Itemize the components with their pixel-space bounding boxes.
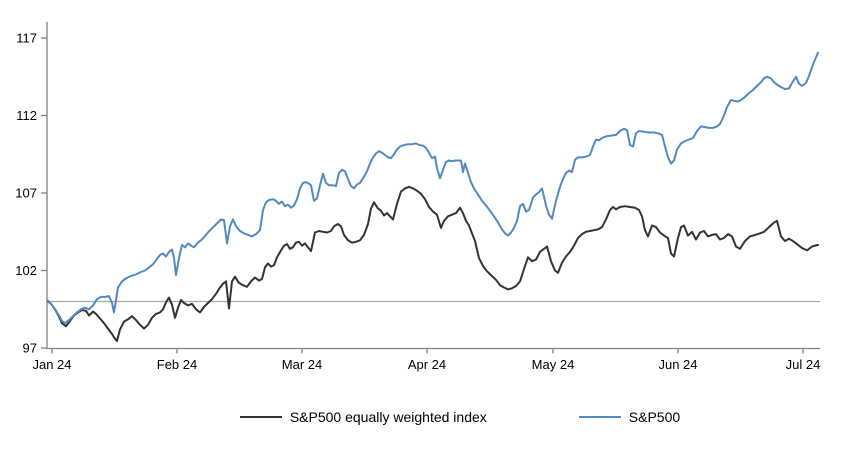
legend-item-sp500: S&P500	[578, 409, 681, 425]
y-axis-tick-label: 102	[15, 263, 37, 278]
x-axis-tick-label: Jun 24	[658, 357, 697, 372]
y-axis-tick-label: 107	[15, 186, 37, 201]
x-axis-tick-label: Apr 24	[408, 357, 446, 372]
legend-item-equal-weight: S&P500 equally weighted index	[239, 409, 487, 425]
sp500-line	[47, 51, 819, 325]
x-axis-tick-label: Feb 24	[157, 357, 197, 372]
x-axis-tick-label: Jul 24	[786, 357, 821, 372]
equal-weight-line-swatch	[239, 416, 282, 418]
legend-label-equal-weight: S&P500 equally weighted index	[289, 409, 487, 425]
legend-label-sp500: S&P500	[628, 409, 681, 425]
y-axis-tick-label: 97	[23, 341, 37, 356]
x-axis-tick-label: Mar 24	[282, 357, 322, 372]
chart-legend: S&P500 equally weighted index S&P500	[34, 410, 852, 424]
sp500-line-swatch	[578, 416, 621, 418]
sp500-equal-weight-line	[47, 185, 819, 342]
y-axis-tick-label: 112	[16, 108, 37, 123]
x-axis-tick-label: May 24	[532, 357, 575, 372]
x-axis-tick-label: Jan 24	[32, 357, 71, 372]
y-axis-tick-label: 117	[16, 31, 37, 46]
